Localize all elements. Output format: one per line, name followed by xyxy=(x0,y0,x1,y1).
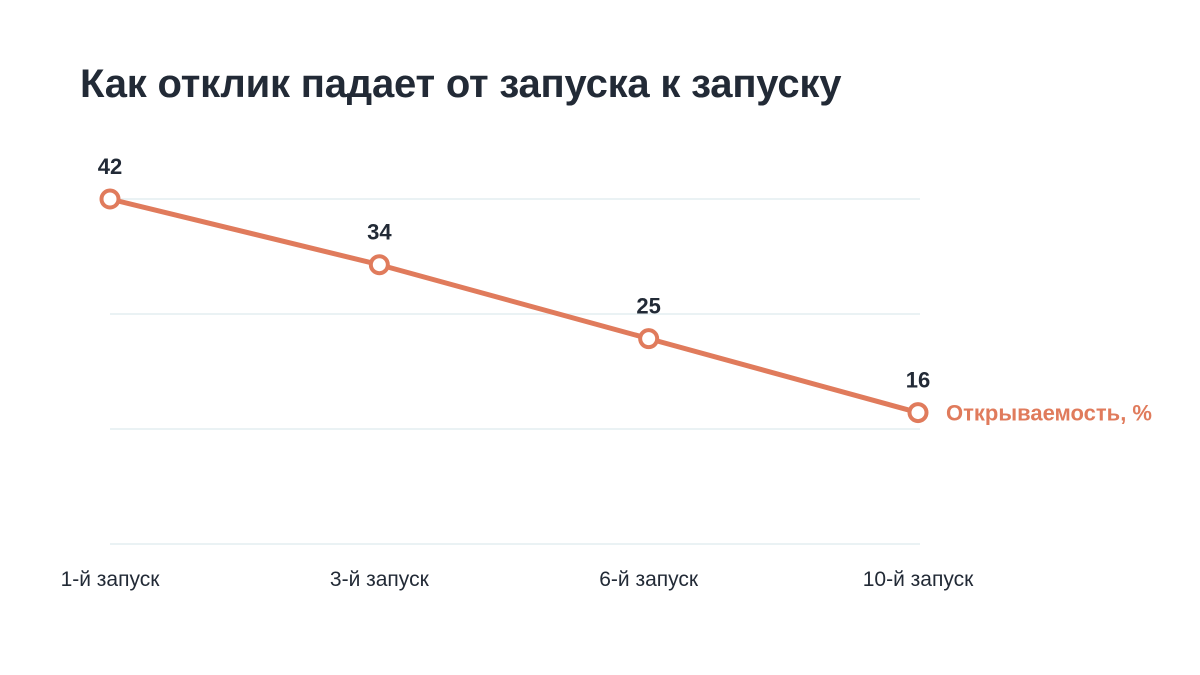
data-point xyxy=(907,402,929,424)
x-axis-ticks: 1-й запуск 3-й запуск 6-й запуск 10-й запус… xyxy=(61,568,975,591)
series-layer: 42 34 25 16 Открываемость, % xyxy=(98,154,1152,426)
x-tick-label: 1-й запуск xyxy=(61,568,161,591)
data-label: 25 xyxy=(636,294,660,319)
data-label: 16 xyxy=(906,368,930,393)
x-tick-label: 6-й запуск xyxy=(599,568,699,591)
series-line xyxy=(107,196,921,416)
data-label: 34 xyxy=(367,220,392,245)
series-label: Открываемость, % xyxy=(946,401,1152,426)
x-tick-label: 10-й запуск xyxy=(863,568,974,591)
data-point xyxy=(638,328,660,350)
chart-title: Как отклик падает от запуска к запуску xyxy=(80,62,842,106)
gridlines xyxy=(110,198,920,545)
x-tick-label: 3-й запуск xyxy=(330,568,430,591)
data-label: 42 xyxy=(98,154,122,179)
data-point xyxy=(368,254,390,276)
data-point xyxy=(99,188,121,210)
